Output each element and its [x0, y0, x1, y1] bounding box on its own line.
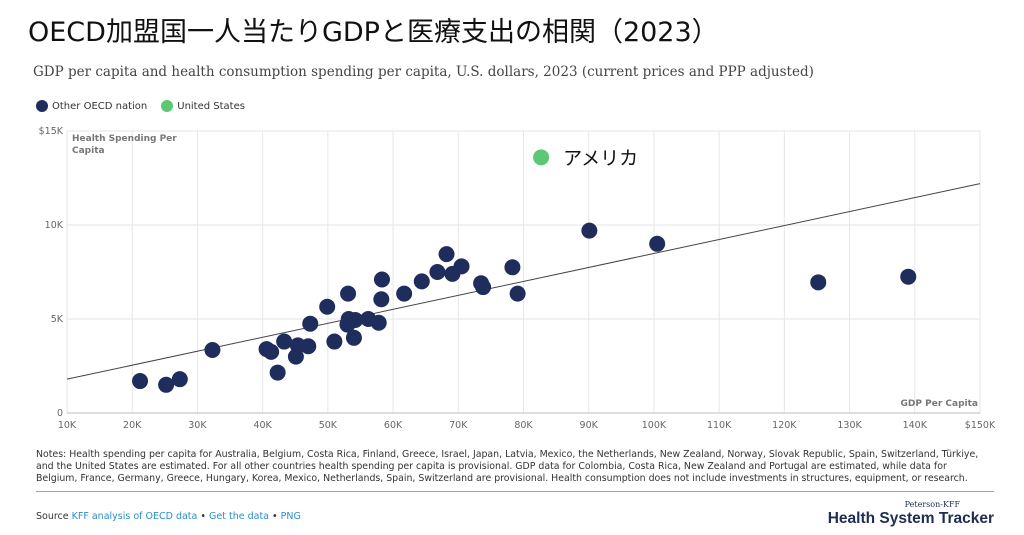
x-tick-label: 70K — [449, 420, 468, 431]
x-tick-label: 50K — [319, 420, 338, 431]
footer-divider — [36, 491, 994, 492]
x-tick-label: 120K — [772, 420, 797, 431]
data-point-oecd — [158, 376, 175, 393]
data-point-oecd — [204, 342, 221, 359]
data-point-oecd — [509, 285, 526, 302]
x-axis-title: GDP Per Capita — [901, 399, 978, 409]
source-link[interactable]: KFF analysis of OECD data — [71, 511, 198, 522]
legend-label-united-states: United States — [177, 100, 245, 112]
data-point-oecd — [438, 246, 455, 263]
data-point-oecd — [373, 291, 390, 308]
data-point-oecd — [171, 371, 188, 388]
source-label: Source — [36, 511, 69, 522]
data-point-oecd — [300, 338, 317, 355]
data-point-oecd — [340, 285, 357, 302]
legend-label-other-oecd: Other OECD nation — [52, 100, 148, 112]
separator-2: • — [272, 511, 278, 522]
data-point-oecd — [900, 268, 917, 285]
data-point-oecd — [269, 364, 286, 381]
x-tick-label: 100K — [642, 420, 667, 431]
data-point-oecd — [504, 259, 521, 276]
annotation-label: アメリカ — [563, 147, 638, 169]
data-point-oecd — [276, 333, 293, 350]
data-point-oecd — [396, 285, 413, 302]
data-point-oecd — [475, 279, 492, 296]
y-axis-title: Health Spending Per Capita — [72, 134, 177, 156]
x-tick-label: 110K — [707, 420, 732, 431]
x-tick-label: 20K — [123, 420, 142, 431]
data-point-oecd — [319, 298, 336, 315]
data-point-oecd — [429, 264, 446, 280]
data-point-oecd — [413, 273, 430, 290]
brand-peterson-kff: Peterson-KFF — [904, 500, 960, 509]
legend-swatch-other-oecd — [36, 100, 48, 112]
x-tick-label: 10K — [58, 420, 77, 431]
data-point-oecd — [370, 314, 387, 331]
png-link[interactable]: PNG — [280, 511, 301, 522]
y-tick-label: 5K — [51, 314, 64, 325]
data-point-oecd — [345, 329, 362, 346]
data-point-oecd — [581, 222, 598, 239]
data-point-oecd — [326, 333, 343, 350]
chart-subtitle: GDP per capita and health consumption sp… — [33, 64, 814, 80]
legend-item-united-states[interactable]: United States — [161, 100, 245, 112]
y-tick-label: 0 — [57, 408, 63, 419]
y-axis-title-line-1: Health Spending Per — [72, 134, 177, 144]
x-tick-label: 140K — [903, 420, 928, 431]
legend-swatch-united-states — [161, 100, 174, 112]
data-point-oecd — [810, 274, 827, 291]
separator-1: • — [200, 511, 206, 522]
y-tick-label: $15K — [39, 126, 64, 137]
y-axis-title-line-2: Capita — [72, 146, 105, 156]
legend-item-other-oecd[interactable]: Other OECD nation — [36, 100, 147, 112]
x-tick-label: 90K — [580, 420, 599, 431]
x-tick-label: 30K — [188, 420, 207, 431]
y-tick-label: 10K — [45, 220, 64, 231]
data-point-oecd — [132, 373, 149, 390]
x-tick-label: 130K — [837, 420, 862, 431]
x-tick-label: 80K — [514, 420, 533, 431]
data-point-oecd — [347, 311, 364, 328]
get-data-link[interactable]: Get the data — [209, 511, 269, 522]
chart-legend: Other OECD nation United States — [36, 100, 245, 112]
data-point-oecd — [302, 315, 319, 332]
chart-notes: Notes: Health spending per capita for Au… — [36, 449, 979, 484]
brand-health-system-tracker: Health System Tracker — [827, 510, 994, 527]
data-point-oecd — [453, 258, 470, 275]
x-tick-label: 60K — [384, 420, 403, 431]
data-point-oecd — [373, 271, 390, 288]
x-tick-label: $150K — [965, 420, 996, 431]
page-title: OECD加盟国一人当たりGDPと医療支出の相関（2023） — [28, 17, 719, 48]
data-point-oecd — [649, 235, 666, 252]
data-point-united-states — [533, 149, 550, 166]
source-line: Source KFF analysis of OECD data • Get t… — [36, 511, 301, 522]
x-tick-label: 40K — [253, 420, 272, 431]
data-point-oecd — [263, 343, 280, 360]
